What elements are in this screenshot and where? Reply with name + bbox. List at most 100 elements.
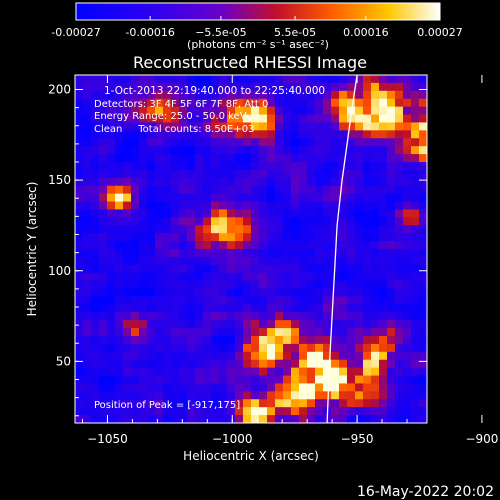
heatmap-cell [275, 193, 284, 203]
heatmap-cell [323, 162, 332, 171]
heatmap-cell [419, 138, 427, 147]
heatmap-cell [147, 114, 156, 124]
heatmap-cell [339, 241, 348, 250]
heatmap-cell [147, 241, 156, 250]
heatmap-cell [331, 304, 340, 313]
heatmap-cell [419, 249, 427, 258]
heatmap-cell [155, 177, 164, 187]
heatmap-cell [307, 304, 316, 313]
heatmap-cell [339, 154, 348, 163]
heatmap-cell [419, 367, 427, 377]
heatmap-cell [379, 351, 388, 361]
heatmap-cell [115, 146, 124, 155]
heatmap-cell [315, 312, 324, 321]
heatmap-cell [211, 209, 220, 218]
heatmap-cell [347, 272, 356, 282]
heatmap-cell [171, 217, 180, 226]
heatmap-cell [131, 304, 140, 313]
heatmap-cell [331, 114, 340, 124]
heatmap-cell [371, 312, 380, 321]
heatmap-cell [155, 304, 164, 313]
heatmap-cell [179, 169, 188, 179]
heatmap-cell [395, 272, 404, 282]
heatmap-cell [323, 391, 332, 400]
heatmap-cell [187, 415, 196, 423]
heatmap-cell [251, 193, 260, 203]
heatmap-cell [395, 359, 404, 369]
heatmap-cell [315, 264, 324, 274]
heatmap-cell [115, 154, 124, 163]
heatmap-cell [123, 399, 132, 408]
heatmap-cell [395, 375, 404, 385]
heatmap-cell [363, 375, 372, 385]
heatmap-cell [219, 320, 228, 329]
heatmap-cell [299, 328, 308, 337]
heatmap-cell [155, 82, 164, 92]
heatmap-cell [203, 336, 212, 345]
heatmap-cell [267, 130, 276, 139]
heatmap-cell [315, 225, 324, 234]
heatmap-cell [251, 201, 260, 211]
heatmap-cell [99, 201, 108, 211]
heatmap-cell [203, 343, 212, 353]
heatmap-cell [339, 90, 348, 100]
heatmap-cell [363, 264, 372, 274]
heatmap-cell [323, 98, 332, 108]
heatmap-cell [235, 185, 244, 195]
heatmap-cell [195, 122, 204, 131]
heatmap-cell [107, 138, 116, 147]
heatmap-cell [307, 399, 316, 408]
heatmap-cell [411, 193, 420, 203]
heatmap-cell [99, 391, 108, 400]
heatmap-cell [283, 122, 292, 131]
heatmap-cell [203, 351, 212, 361]
heatmap-cell [203, 185, 212, 195]
heatmap-cell [323, 106, 332, 116]
heatmap-cell [227, 90, 236, 100]
y-tick-label: 100 [48, 264, 71, 278]
heatmap-cell [307, 241, 316, 250]
heatmap-cell [299, 351, 308, 361]
heatmap-cell [195, 154, 204, 163]
heatmap-cell [307, 233, 316, 242]
heatmap-cell [75, 288, 84, 298]
heatmap-cell [387, 217, 396, 226]
heatmap-cell [403, 138, 412, 147]
heatmap-cell [331, 106, 340, 116]
heatmap-cell [379, 407, 388, 416]
heatmap-cell [75, 233, 84, 242]
heatmap-cell [395, 367, 404, 377]
heatmap-cell [187, 241, 196, 250]
heatmap-cell [195, 106, 204, 116]
heatmap-cell [91, 336, 100, 345]
y-tick-label: 150 [48, 173, 71, 187]
heatmap-cell [235, 177, 244, 187]
heatmap-cell [243, 272, 252, 282]
heatmap-cell [243, 367, 252, 377]
heatmap-cell [171, 383, 180, 392]
heatmap-cell [347, 328, 356, 337]
heatmap-cell [275, 375, 284, 385]
heatmap-cell [163, 146, 172, 155]
heatmap-cell [83, 122, 92, 131]
heatmap-cell [227, 280, 236, 290]
heatmap-cell [219, 367, 228, 377]
heatmap-cell [123, 359, 132, 369]
heatmap-cell [203, 169, 212, 179]
heatmap-cell [363, 106, 372, 116]
heatmap-cell [155, 336, 164, 345]
heatmap-cell [131, 90, 140, 100]
heatmap-cell [291, 264, 300, 274]
heatmap-cell [403, 98, 412, 108]
heatmap-cell [307, 375, 316, 385]
heatmap-cell [163, 162, 172, 171]
heatmap-cell [291, 391, 300, 400]
heatmap-cell [203, 82, 212, 92]
heatmap-cell [131, 288, 140, 298]
heatmap-cell [99, 138, 108, 147]
heatmap-cell [379, 280, 388, 290]
heatmap-cell [251, 233, 260, 242]
heatmap-cell [379, 241, 388, 250]
heatmap-cell [363, 241, 372, 250]
heatmap-cell [163, 98, 172, 108]
